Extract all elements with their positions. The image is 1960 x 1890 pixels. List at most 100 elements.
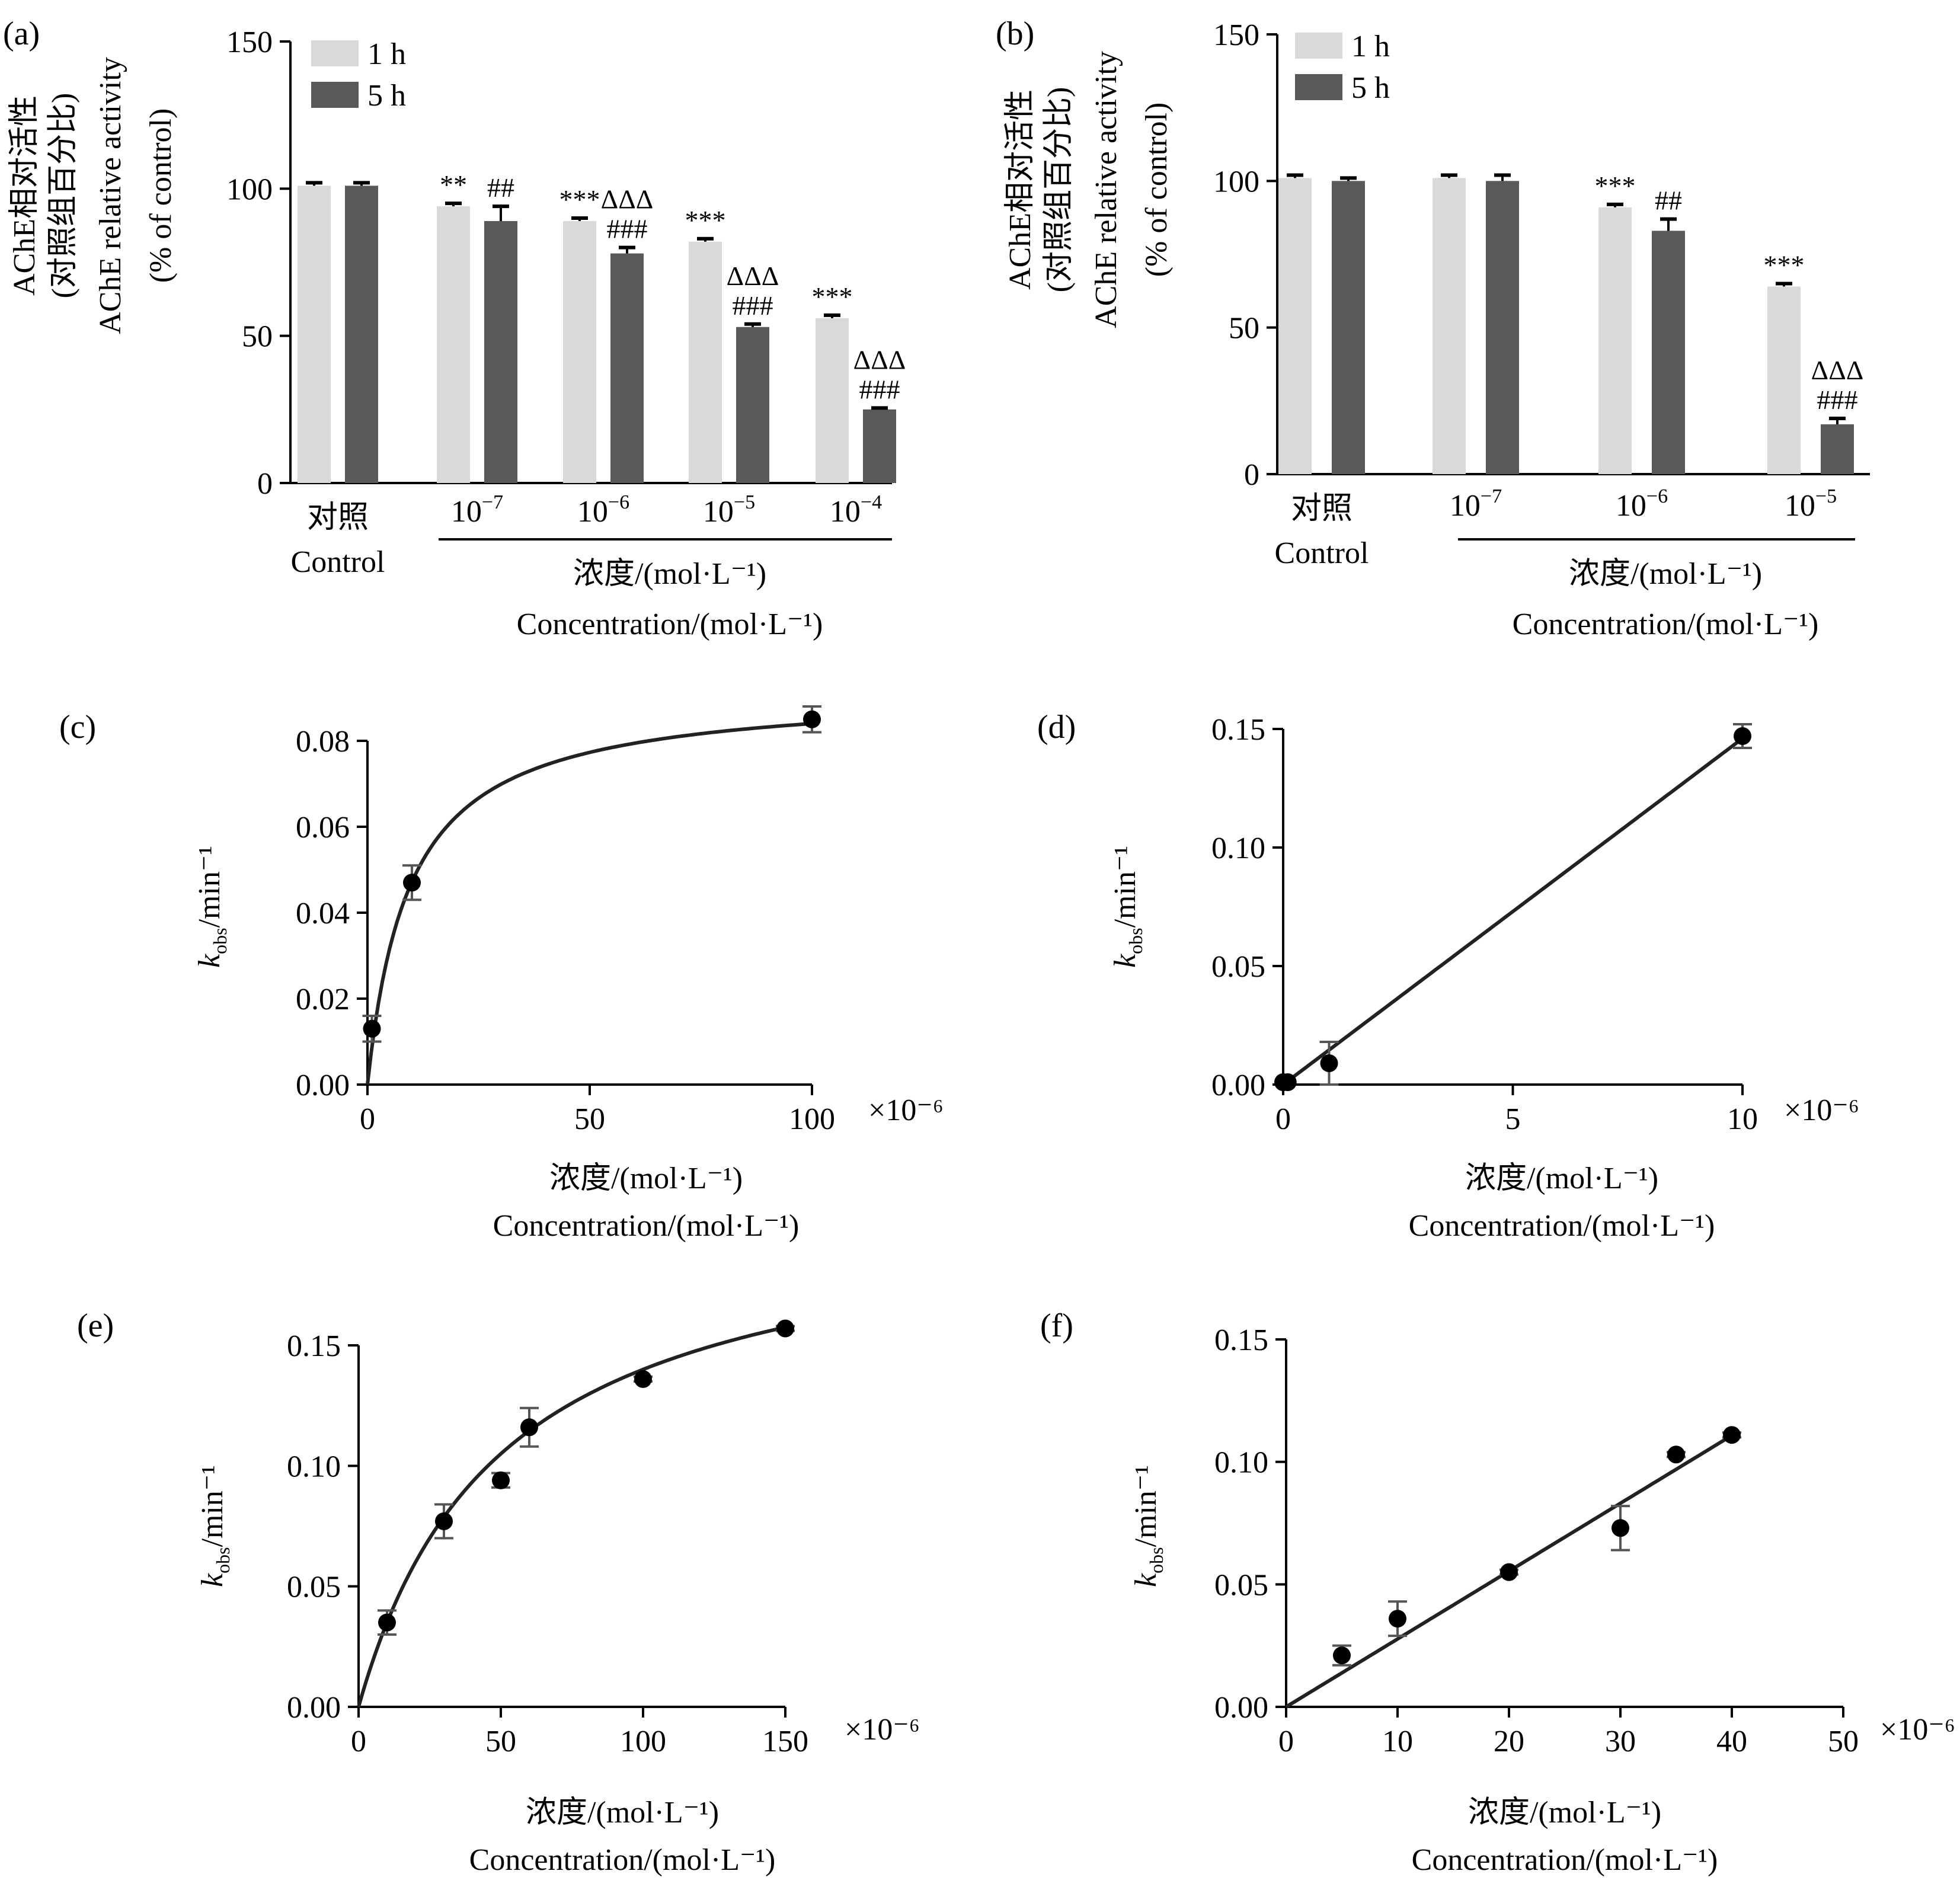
y-tick-label: 0.10	[287, 1450, 341, 1483]
x-tick-label: 10−5	[703, 491, 755, 529]
y-label-symbol: k	[196, 1573, 229, 1587]
x-tick-label: 0	[1275, 1102, 1291, 1136]
x-axis-label: 浓度/(mol·L⁻¹)	[1468, 1796, 1661, 1830]
y-axis-label: AChE relative activity	[94, 57, 127, 334]
y-label-symbol: k	[193, 954, 226, 968]
x-tick-label: 10−7	[1450, 485, 1502, 523]
x-tick-exponent: −5	[734, 491, 755, 513]
x-tick-label: 10−5	[1785, 485, 1837, 523]
y-tick-label: 0.05	[1214, 1568, 1268, 1602]
x-axis-multiplier: ×10⁻⁶	[868, 1093, 944, 1127]
x-tick-label: 40	[1716, 1725, 1747, 1758]
x-tick-label: 50	[1828, 1725, 1859, 1758]
panel-label: (b)	[996, 15, 1034, 52]
panel-label: (c)	[59, 709, 96, 746]
x-tick-label: 10−4	[830, 491, 882, 529]
y-label-subscript: obs	[209, 928, 231, 954]
y-label-symbol: k	[1129, 1573, 1163, 1587]
x-tick-exponent: −4	[861, 491, 882, 513]
y-tick-label: 0.00	[287, 1691, 341, 1725]
x-tick-label: Control	[291, 545, 385, 579]
x-tick-label: 10	[1382, 1725, 1413, 1758]
y-axis-label: (% of control)	[1140, 103, 1174, 277]
panel-label: (d)	[1037, 709, 1076, 746]
data-point	[1278, 1073, 1297, 1091]
x-axis-label: 浓度/(mol·L⁻¹)	[1569, 557, 1762, 591]
x-tick-base: 10	[703, 495, 734, 529]
x-tick-base: 10	[451, 495, 482, 529]
data-point	[1612, 1519, 1629, 1537]
x-tick-base: 10	[577, 495, 608, 529]
significance-mark: ΔΔΔ	[601, 184, 654, 215]
x-tick-label: 50	[485, 1725, 516, 1758]
x-axis-label: Concentration/(mol·L⁻¹)	[1513, 607, 1819, 641]
x-tick-label: Control	[1275, 536, 1369, 570]
y-label-subscript: obs	[1125, 928, 1146, 954]
bar	[1598, 207, 1632, 474]
bar	[1652, 231, 1685, 474]
fit-curve	[357, 1325, 786, 1707]
data-point	[492, 1471, 510, 1489]
bar	[1332, 181, 1365, 474]
x-tick-exponent: −7	[482, 491, 503, 513]
bar	[736, 327, 769, 483]
significance-mark: ΔΔΔ	[727, 261, 779, 291]
x-axis-label: 浓度/(mol·L⁻¹)	[573, 557, 766, 591]
y-axis-label: kobs/min⁻¹	[193, 846, 231, 968]
y-tick-label: 0	[257, 467, 273, 501]
y-axis-label: (% of control)	[144, 108, 178, 283]
data-point	[1723, 1426, 1741, 1444]
x-axis-label: Concentration/(mol·L⁻¹)	[1409, 1209, 1715, 1243]
legend-label: 5 h	[1351, 71, 1390, 105]
data-point	[1500, 1563, 1518, 1581]
significance-mark: ###	[733, 290, 773, 321]
panel-label: (f)	[1040, 1307, 1073, 1344]
bar	[1767, 286, 1801, 474]
y-tick-label: 0	[1244, 458, 1259, 492]
y-axis-label: AChE相对活性	[8, 95, 41, 296]
data-point	[435, 1512, 453, 1530]
y-tick-label: 100	[226, 172, 273, 206]
y-axis-label: AChE relative activity	[1089, 51, 1123, 328]
y-tick-label: 0.15	[1214, 1323, 1268, 1357]
y-axis-label: kobs/min⁻¹	[1129, 1465, 1167, 1587]
panel-e: (e) 0.00 0.05 0.10 0.15 0 50 100 150 ×10⁻⁶ kobs/mi…	[77, 1307, 920, 1877]
y-tick-label: 0.06	[296, 811, 350, 845]
x-tick-label: 30	[1605, 1725, 1636, 1758]
data-point	[1389, 1610, 1406, 1628]
significance-mark: ###	[607, 214, 648, 244]
x-tick-base: 10	[830, 495, 861, 529]
y-tick-label: 0.08	[296, 725, 350, 759]
x-tick-exponent: −6	[1646, 485, 1668, 507]
bar	[563, 220, 596, 483]
bar	[816, 318, 849, 483]
x-tick-label: 0	[360, 1102, 375, 1136]
y-label-unit: /min⁻¹	[193, 846, 226, 928]
y-label-subscript: obs	[212, 1547, 234, 1573]
data-point	[1333, 1646, 1351, 1665]
legend-swatch	[311, 82, 359, 108]
y-tick-label: 0.10	[1214, 1446, 1268, 1480]
bar	[863, 409, 896, 483]
significance-mark: ***	[1595, 171, 1636, 201]
y-axis-label: kobs/min⁻¹	[196, 1465, 234, 1587]
significance-mark: ***	[1764, 250, 1805, 280]
x-tick-label: 100	[789, 1102, 835, 1136]
x-tick-label: 10−6	[577, 491, 629, 529]
panel-label: (a)	[3, 15, 40, 52]
significance-mark: ***	[559, 184, 600, 215]
x-tick-label: 20	[1494, 1725, 1524, 1758]
data-point	[520, 1418, 538, 1437]
bar	[610, 253, 644, 483]
legend-swatch	[311, 40, 359, 66]
y-label-unit: /min⁻¹	[196, 1465, 229, 1547]
x-axis-multiplier: ×10⁻⁶	[1880, 1713, 1955, 1747]
y-tick-label: 0.00	[296, 1069, 350, 1102]
panel-a: (a) 0 50 100 150 AChE相对活性 (对照组百分比) AChE relativ…	[3, 15, 906, 641]
data-point	[1734, 727, 1751, 745]
x-tick-label: 50	[574, 1102, 605, 1136]
significance-mark: ***	[812, 282, 853, 312]
panel-c: (c) 0.00 0.02 0.04 0.06 0.08 0 50 100 ×10⁻⁶ kobs/m…	[59, 705, 944, 1243]
significance-mark: ΔΔΔ	[1811, 355, 1864, 385]
